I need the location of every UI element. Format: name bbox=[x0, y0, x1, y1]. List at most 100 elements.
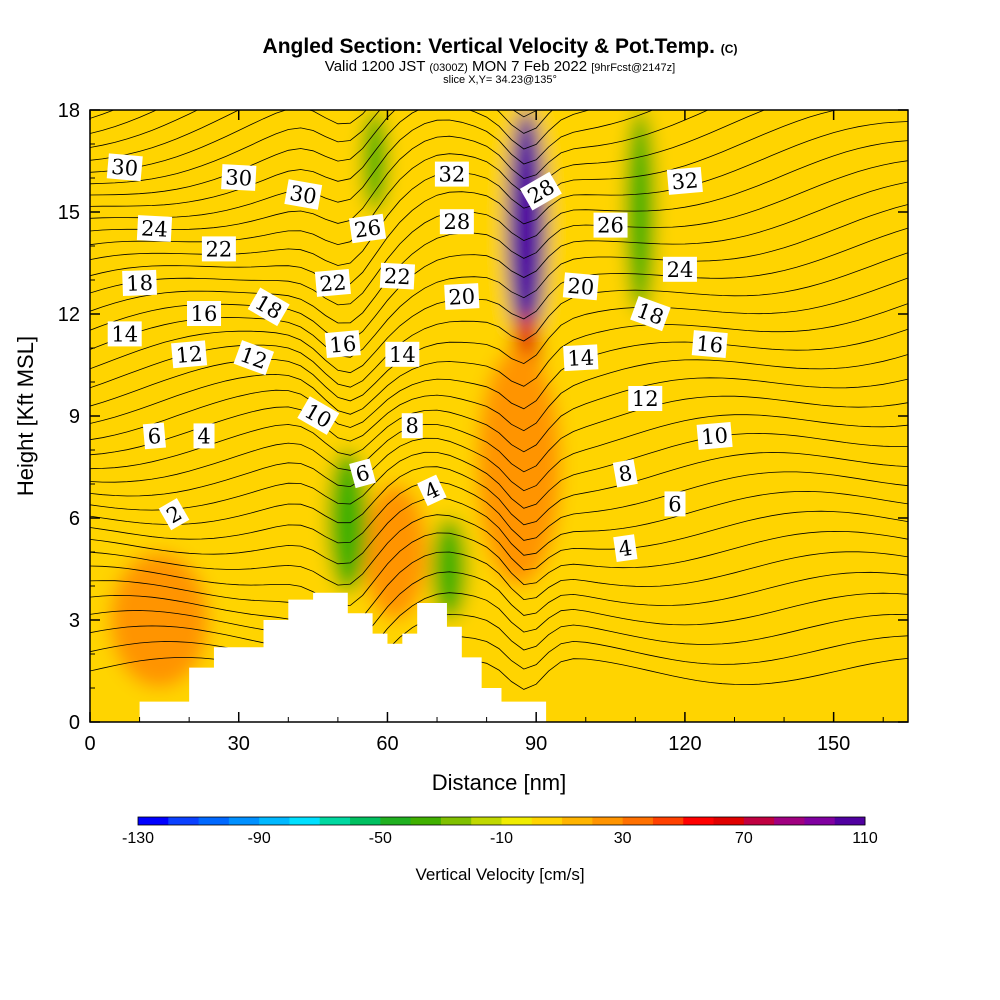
colorbar-label: Vertical Velocity [cm/s] bbox=[415, 865, 584, 884]
contour-label: 22 bbox=[314, 268, 351, 297]
contour-label-box bbox=[691, 330, 728, 359]
isentrope-line bbox=[90, 377, 908, 470]
updraft-area bbox=[109, 552, 209, 688]
valid-utc: (0300Z) bbox=[429, 62, 468, 74]
contour-label-box bbox=[324, 330, 361, 359]
contour-label: 14 bbox=[563, 344, 599, 372]
y-tick-label: 3 bbox=[69, 610, 80, 632]
isentrope-line bbox=[90, 181, 908, 342]
contour-label-text: 4 bbox=[197, 424, 210, 448]
colorbar-tick-label: 110 bbox=[852, 830, 878, 847]
chart-subtitle: Valid 1200 JST (0300Z) MON 7 Feb 2022 [9… bbox=[0, 59, 1000, 74]
downdraft-area bbox=[625, 110, 656, 314]
x-axis: 0 30 60 90 120 150 bbox=[84, 110, 884, 755]
terrain-mask bbox=[90, 592, 547, 722]
contour-label: 8 bbox=[401, 413, 423, 439]
colorbar: -130 -90 -50 -10 30 70 110 bbox=[122, 816, 878, 847]
contour-label: 20 bbox=[562, 272, 599, 301]
contour-label-text: 6 bbox=[147, 424, 162, 449]
isentrope-line bbox=[90, 110, 115, 119]
contour-label-box bbox=[444, 283, 480, 310]
isentrope-line bbox=[90, 140, 908, 306]
contour-label-text: 24 bbox=[140, 216, 168, 241]
contour-label: 16 bbox=[324, 330, 361, 359]
isentrope-line bbox=[90, 432, 908, 511]
colorbar-swatch bbox=[774, 817, 805, 825]
title-text: Angled Section: Vertical Velocity & Pot.… bbox=[262, 35, 715, 58]
contour-label-text: 6 bbox=[668, 492, 681, 516]
contour-label: 20 bbox=[444, 283, 480, 310]
contour-label-box bbox=[297, 396, 340, 435]
isentrope-line bbox=[90, 530, 908, 607]
x-tick-label: 0 bbox=[84, 733, 95, 755]
x-tick-label: 30 bbox=[228, 733, 250, 755]
isentrope-line bbox=[90, 227, 908, 374]
contour-label-box bbox=[142, 422, 166, 450]
contour-label-box bbox=[401, 413, 423, 439]
colorbar-swatch bbox=[168, 817, 200, 825]
contour-label-text: 20 bbox=[566, 274, 595, 300]
contour-label-text: 8 bbox=[406, 414, 419, 438]
contour-label: 14 bbox=[107, 321, 142, 347]
isentrope-line bbox=[90, 571, 908, 648]
x-tick-label: 120 bbox=[668, 733, 701, 755]
contour-label-box bbox=[664, 491, 686, 517]
contour-label-box bbox=[379, 262, 416, 290]
contour-label: 4 bbox=[193, 423, 215, 449]
contour-label-box bbox=[106, 153, 143, 182]
contour-label-box bbox=[417, 474, 447, 507]
isentrope-line bbox=[90, 110, 240, 161]
contour-label-box bbox=[385, 341, 420, 367]
contour-label-text: 32 bbox=[439, 163, 466, 187]
contour-label-text: 24 bbox=[667, 258, 694, 282]
contour-label: 16 bbox=[691, 330, 728, 359]
contour-label-box bbox=[193, 423, 215, 449]
contour-label: 30 bbox=[284, 179, 323, 210]
contour-label-box bbox=[284, 179, 323, 210]
colorbar-swatch bbox=[652, 817, 684, 825]
contour-label: 28 bbox=[519, 171, 562, 211]
isentrope-line bbox=[90, 471, 908, 544]
colorbar-swatch bbox=[531, 817, 563, 825]
contour-label-text: 14 bbox=[567, 346, 595, 371]
contour-label-box bbox=[439, 209, 474, 235]
contour-label-box bbox=[233, 340, 275, 376]
y-tick-label: 18 bbox=[58, 100, 80, 122]
colorbar-swatch bbox=[228, 817, 260, 825]
contour-label-box bbox=[662, 256, 697, 282]
contour-label: 10 bbox=[297, 396, 340, 435]
contour-label: 30 bbox=[106, 153, 143, 182]
contour-label-text: 30 bbox=[110, 155, 139, 181]
downdraft-area bbox=[432, 518, 467, 620]
contour-label-text: 16 bbox=[695, 331, 724, 357]
contour-label: 30 bbox=[221, 164, 257, 191]
contour-label-text: 30 bbox=[288, 181, 318, 209]
colorbar-swatch bbox=[804, 817, 836, 825]
colorbar-swatch bbox=[471, 817, 502, 825]
contour-label-text: 26 bbox=[353, 215, 383, 242]
colorbar-swatch bbox=[834, 817, 866, 825]
isentrope-line bbox=[90, 121, 908, 287]
contour-label: 16 bbox=[187, 301, 222, 326]
colorbar-swatch bbox=[683, 817, 715, 825]
contour-label-box bbox=[519, 171, 562, 211]
isentrope-line bbox=[90, 110, 367, 173]
valid-date: MON 7 Feb 2022 bbox=[472, 58, 588, 75]
contour-label-box bbox=[666, 166, 703, 195]
y-axis: 0 3 6 9 12 15 18 bbox=[58, 100, 908, 734]
colorbar-swatch bbox=[380, 817, 412, 825]
contour-label-box bbox=[434, 161, 469, 187]
contour-label-text: 16 bbox=[191, 302, 218, 326]
contour-label: 6 bbox=[142, 422, 166, 450]
isentrope-line bbox=[90, 551, 908, 628]
contour-label-text: 4 bbox=[617, 536, 634, 562]
x-tick-label: 60 bbox=[376, 733, 398, 755]
slice-info: slice X,Y= 34.23@135° bbox=[443, 74, 557, 86]
contour-label-text: 32 bbox=[671, 168, 700, 194]
colorbar-swatch bbox=[713, 817, 745, 825]
contour-label-box bbox=[563, 344, 599, 372]
forecast-info: [9hrFcst@2147z] bbox=[591, 62, 676, 74]
isentrope-line bbox=[90, 110, 591, 207]
